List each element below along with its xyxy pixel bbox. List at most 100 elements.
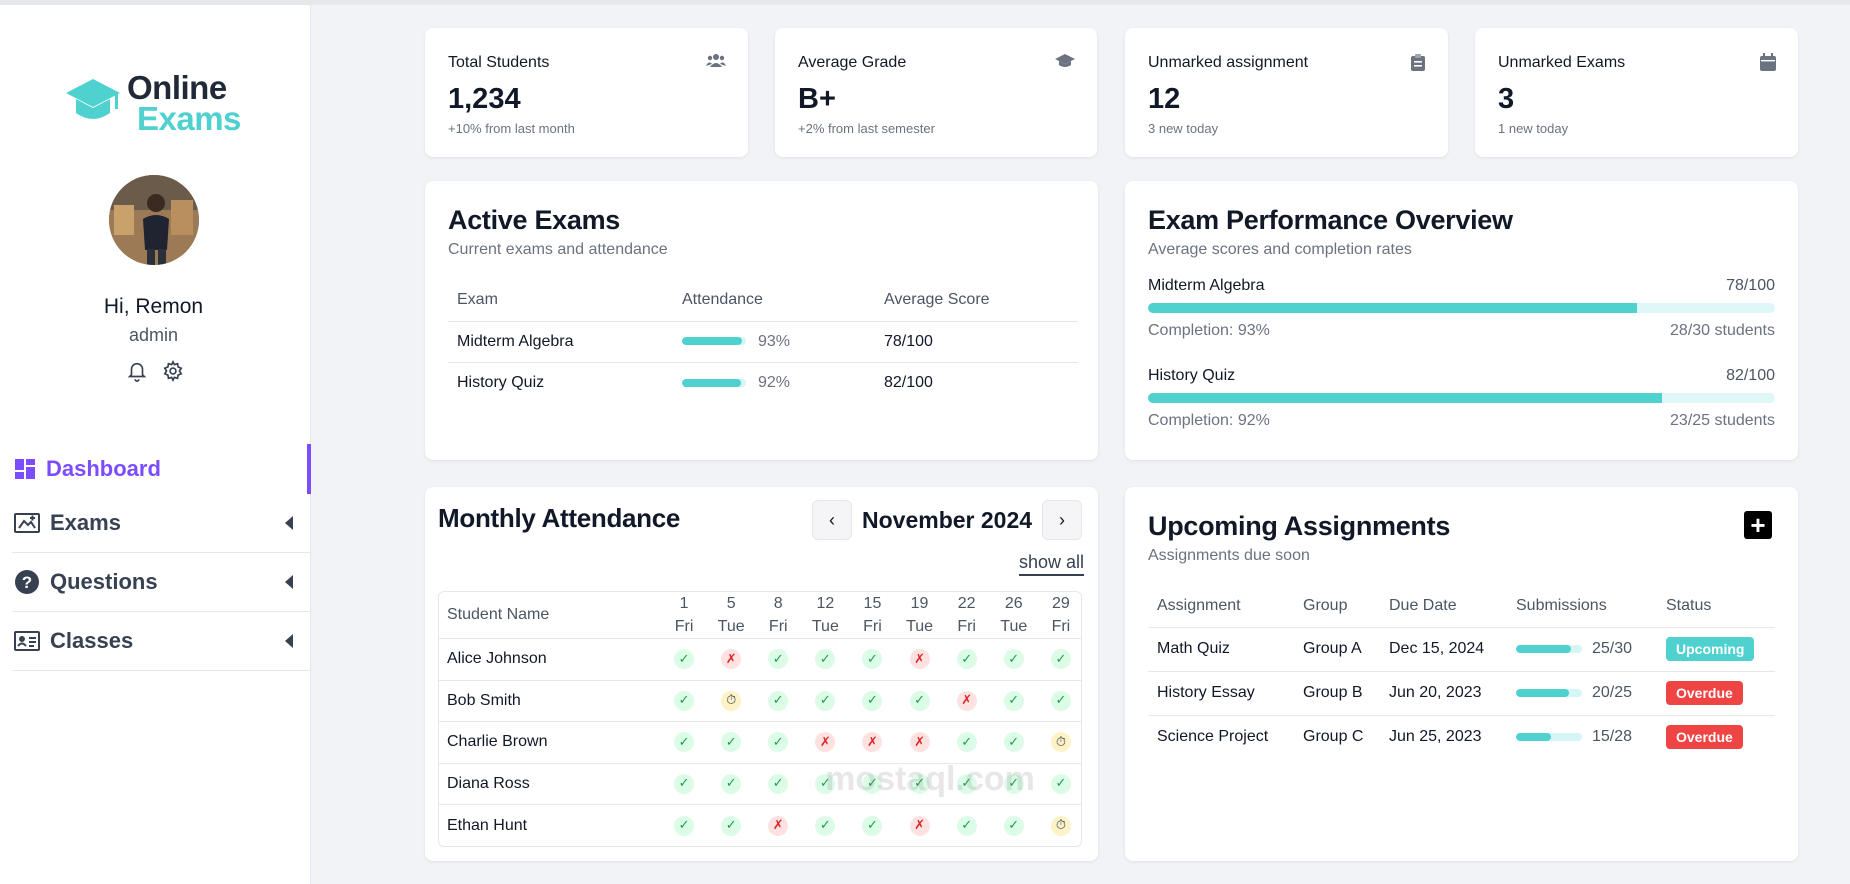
absent-x-icon: ✗	[909, 732, 930, 753]
average-score: 82/100	[884, 373, 933, 391]
stat-subtext: +2% from last semester	[798, 121, 935, 136]
bell-icon[interactable]	[126, 360, 148, 382]
dashboard-icon	[15, 459, 35, 479]
sidebar-item-classes[interactable]: Classes	[12, 612, 311, 671]
calendar-icon	[1760, 53, 1776, 71]
day-column-header: 8 Fri	[758, 592, 799, 639]
present-check-icon: ✓	[956, 732, 977, 753]
score-bar-fill	[1148, 303, 1638, 313]
table-row[interactable]: Math Quiz Group A Dec 15, 2024 25/30 Upcomin…	[1148, 627, 1775, 672]
attendance-cell: ✓	[852, 680, 893, 722]
table-row[interactable]: Alice Johnson ✓ ✗ ✓ ✓ ✓ ✗ ✓ ✓ ✓	[439, 638, 1081, 681]
stat-title: Unmarked assignment	[1148, 54, 1309, 71]
column-header: Assignment	[1148, 585, 1294, 628]
present-check-icon: ✓	[721, 815, 742, 836]
day-number: 26	[1004, 595, 1023, 612]
submissions-bar	[1516, 733, 1582, 742]
stat-value: B+	[798, 83, 836, 115]
present-check-icon: ✓	[1003, 732, 1024, 753]
attendance-cell: ✓	[798, 680, 853, 722]
day-column-header: 12 Tue	[798, 592, 853, 639]
table-row[interactable]: History Essay Group B Jun 20, 2023 20/25 Ove…	[1148, 671, 1775, 716]
assignment-group: Group C	[1303, 728, 1364, 746]
table-row[interactable]: Diana Ross ✓ ✓ ✓ ✓ ✓ ✓ ✓ ✓ ✓	[439, 763, 1081, 805]
table-row[interactable]: Midterm Algebra 93% 78/100	[448, 321, 1078, 363]
attendance-cell: ✓	[946, 721, 987, 764]
exams-icon	[14, 513, 40, 533]
score-bar	[1148, 303, 1775, 313]
classes-icon	[14, 631, 40, 651]
column-header: Due Date	[1380, 585, 1507, 628]
present-check-icon: ✓	[1003, 815, 1024, 836]
attendance-cell: ✓	[946, 763, 987, 805]
present-check-icon: ✓	[674, 649, 695, 670]
user-greeting: Hi, Remon	[103, 295, 204, 318]
sidebar-item-questions[interactable]: ? Questions	[12, 553, 311, 612]
sidebar-item-label: Questions	[50, 569, 158, 594]
attendance-cell: ✗	[852, 721, 893, 764]
attendance-cell: ✓	[852, 805, 892, 847]
column-header: Status	[1657, 585, 1775, 628]
prev-month-button[interactable]: ‹	[812, 500, 852, 540]
gear-icon[interactable]	[162, 360, 184, 382]
submissions-cell: 25/30	[1507, 627, 1657, 672]
day-column-header: 5 Tue	[704, 592, 759, 639]
attendance-cell: ✓	[664, 680, 705, 722]
table-row[interactable]: Science Project Group C Jun 25, 2023 15/28 O…	[1148, 715, 1775, 759]
present-check-icon: ✓	[862, 690, 883, 711]
stat-card-unmarked-exams: Unmarked Exams 3 1 new today	[1475, 28, 1798, 157]
user-role: admin	[128, 325, 179, 345]
stat-title: Total Students	[448, 54, 550, 71]
avatar[interactable]	[109, 175, 199, 265]
late-timer-icon: ⏱	[721, 690, 742, 711]
table-row[interactable]: Charlie Brown ✓ ✓ ✓ ✗ ✗ ✗ ✓ ✓ ⏱	[439, 721, 1081, 764]
attendance-table: Student Name 1 Fri 5 Tue 8 Fri 12 Tue 15 Fri 19 Tue…	[439, 592, 1081, 846]
student-name: Alice Johnson	[439, 638, 664, 681]
stat-title: Average Grade	[798, 54, 907, 71]
attendance-cell: ✓	[758, 721, 799, 764]
attendance-cell: ✓	[704, 805, 758, 847]
attendance-cell: ⏱	[1040, 721, 1081, 764]
day-column-header: 1 Fri	[664, 592, 705, 639]
attendance-cell: ✓	[664, 721, 705, 764]
attendance-cell: ✓	[704, 721, 759, 764]
absent-x-icon: ✗	[815, 732, 836, 753]
sidebar-item-label: Exams	[50, 510, 121, 535]
sidebar-item-label: Dashboard	[46, 456, 161, 481]
card-title: Active Exams	[448, 205, 621, 235]
attendance-cell: ✓	[1040, 763, 1081, 805]
attendance-cell: ✗	[892, 721, 947, 764]
attendance-cell: ✓	[1040, 638, 1081, 681]
table-row[interactable]: Ethan Hunt ✓ ✓ ✗ ✓ ✓ ✗ ✓ ✓ ⏱	[439, 805, 1081, 847]
card-title: Exam Performance Overview	[1148, 205, 1513, 235]
column-header: Student Name	[439, 592, 664, 639]
due-date: Jun 20, 2023	[1380, 671, 1507, 716]
sidebar-item-exams[interactable]: Exams	[12, 494, 311, 553]
sidebar-nav: Dashboard Exams ? Questions	[0, 444, 311, 671]
table-row[interactable]: History Quiz 92% 82/100	[448, 362, 1078, 403]
table-row[interactable]: Bob Smith ✓ ⏱ ✓ ✓ ✓ ✓ ✗ ✓ ✓	[439, 680, 1081, 722]
sidebar-item-dashboard[interactable]: Dashboard	[0, 444, 311, 494]
stat-title: Unmarked Exams	[1498, 54, 1626, 71]
absent-x-icon: ✗	[909, 815, 930, 836]
day-of-week: Fri	[674, 618, 694, 635]
score-bar-fill	[1148, 393, 1663, 403]
add-assignment-button[interactable]: +	[1744, 511, 1772, 539]
monthly-attendance-card: Monthly Attendance ‹ November 2024 › sho…	[425, 487, 1098, 861]
day-number: 1	[679, 595, 689, 612]
attendance-cell: ✓	[798, 805, 852, 847]
column-header: Group	[1294, 585, 1380, 628]
attendance-cell: ✓	[798, 638, 853, 681]
attendance-table-wrapper: Student Name 1 Fri 5 Tue 8 Fri 12 Tue 15 Fri 19 Tue…	[438, 591, 1082, 847]
submissions-bar	[1516, 644, 1582, 653]
stat-subtext: +10% from last month	[448, 121, 575, 136]
card-subtitle: Average scores and completion rates	[1148, 241, 1412, 258]
next-month-button[interactable]: ›	[1042, 500, 1083, 540]
exam-performance-card: Exam Performance Overview Average scores…	[1125, 181, 1798, 460]
column-header: Average Score	[875, 279, 1078, 322]
show-all-link[interactable]: show all	[1018, 552, 1084, 576]
attendance-cell: ✓	[758, 680, 799, 722]
day-number: 19	[910, 595, 929, 612]
logo[interactable]: Online Exams	[64, 67, 264, 137]
assignment-group: Group A	[1294, 627, 1380, 672]
